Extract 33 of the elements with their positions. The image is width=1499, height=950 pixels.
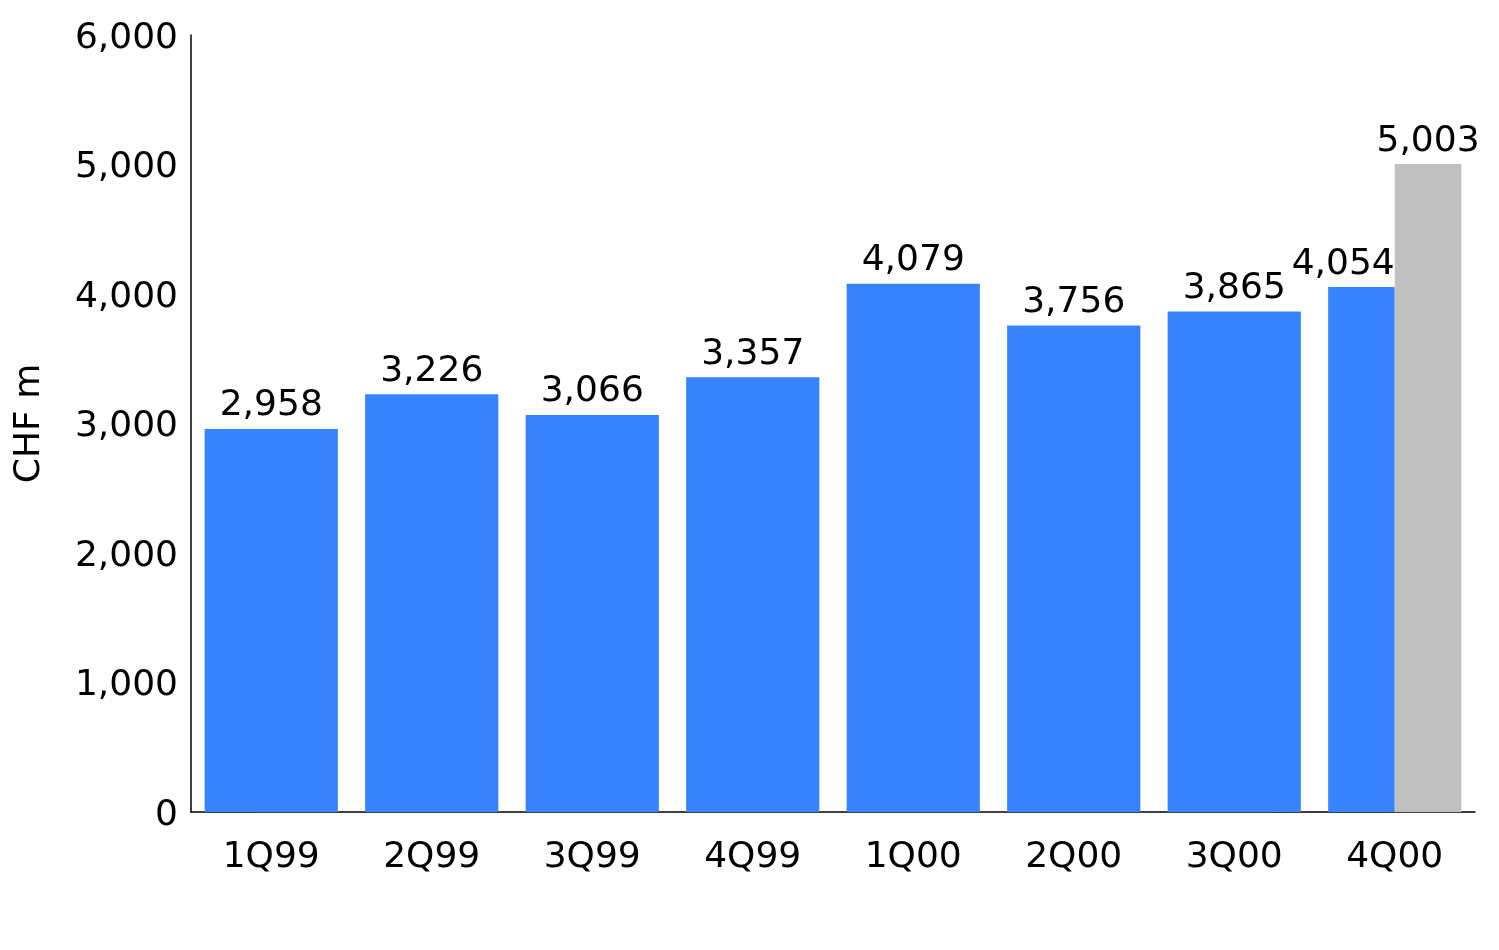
data-label: 4,079	[861, 237, 965, 279]
data-label: 2,958	[219, 382, 323, 424]
x-tick-label: 1Q00	[864, 833, 962, 875]
y-tick-label: 5,000	[74, 144, 178, 185]
y-tick-label: 4,000	[74, 273, 178, 315]
data-label: 5,003	[1376, 117, 1480, 159]
bar	[1167, 311, 1301, 812]
data-label: 3,066	[540, 368, 644, 410]
bar	[1394, 164, 1462, 812]
y-axis-title: CHF m	[5, 363, 47, 484]
bar	[204, 428, 338, 812]
bar	[846, 283, 980, 812]
bar	[1007, 325, 1141, 812]
bar	[686, 377, 820, 812]
data-label: 4,054	[1291, 240, 1395, 282]
x-tick-label: 4Q00	[1346, 833, 1444, 875]
data-label: 3,756	[1022, 279, 1126, 321]
x-tick-label: 3Q00	[1185, 833, 1283, 875]
bar	[525, 414, 659, 812]
data-label: 3,357	[701, 330, 805, 372]
bar	[365, 394, 499, 812]
data-label: 3,226	[380, 347, 484, 389]
y-tick-label: 3,000	[74, 403, 178, 444]
x-tick-label: 4Q99	[704, 833, 802, 875]
x-tick-label: 1Q99	[222, 833, 320, 875]
y-tick-label: 1,000	[74, 662, 178, 703]
x-tick-label: 3Q99	[543, 833, 641, 875]
x-tick-label: 2Q00	[1025, 833, 1123, 875]
data-label: 3,865	[1182, 264, 1286, 306]
x-tick-label: 2Q99	[383, 833, 481, 875]
y-tick-label: 2,000	[74, 532, 178, 574]
y-tick-label: 0	[155, 791, 178, 833]
y-tick-label: 6,000	[74, 14, 178, 56]
